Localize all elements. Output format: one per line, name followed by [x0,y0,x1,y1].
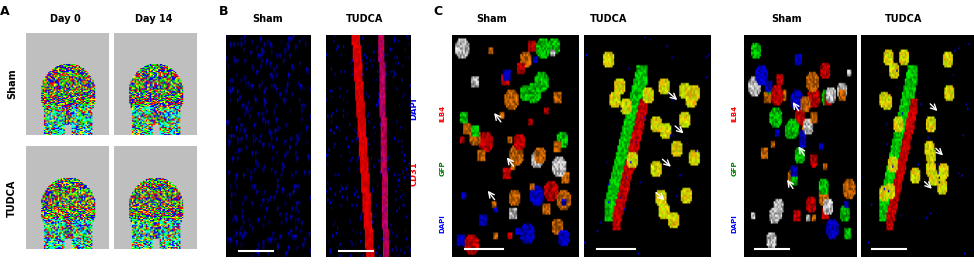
Text: TUDCA: TUDCA [590,14,627,24]
Text: VEGFR: VEGFR [731,56,737,82]
Text: CD31: CD31 [409,161,419,186]
Text: B: B [219,5,229,18]
Text: ILB4: ILB4 [439,104,445,122]
Text: C: C [433,5,442,18]
Text: TUDCA: TUDCA [346,14,384,24]
Text: TUDCA: TUDCA [7,179,18,217]
Text: Sham: Sham [7,69,18,99]
Text: Sham: Sham [476,14,507,24]
Text: GFP: GFP [731,161,737,176]
Text: GFP: GFP [439,161,445,176]
Text: Day 14: Day 14 [134,14,172,24]
Text: DAPI: DAPI [731,215,737,234]
Text: ILB4: ILB4 [731,104,737,122]
Text: Sham: Sham [771,14,803,24]
Text: Sham: Sham [252,14,282,24]
Text: c-Kit: c-Kit [439,59,445,78]
Text: DAPI: DAPI [409,97,419,120]
Text: A: A [0,5,10,18]
Text: Day 0: Day 0 [51,14,81,24]
Text: DAPI: DAPI [439,215,445,234]
Text: TUDCA: TUDCA [885,14,922,24]
